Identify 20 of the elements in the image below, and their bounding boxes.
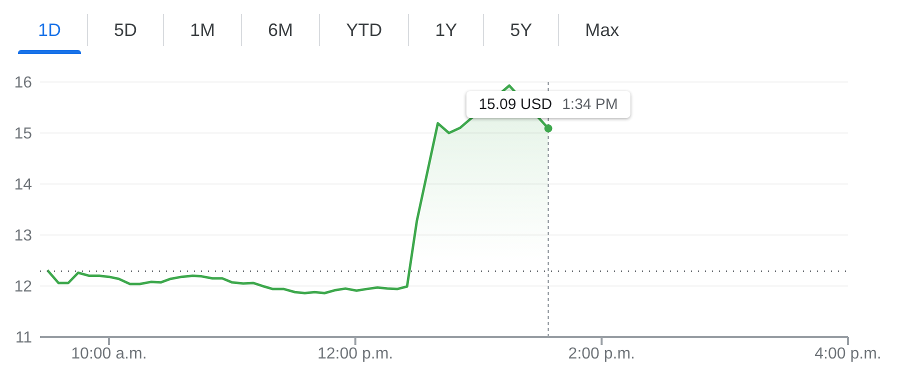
x-tick-label: 2:00 p.m. <box>568 345 636 362</box>
y-tick-label: 13 <box>14 228 32 245</box>
text: YTD <box>319 14 408 46</box>
y-tick-label: 15 <box>14 126 32 143</box>
text: 1Y <box>408 14 484 46</box>
x-tick-label: 4:00 p.m. <box>814 345 882 362</box>
x-tick-label: 10:00 a.m. <box>71 345 147 362</box>
text: 6M <box>241 14 320 46</box>
text: 1D <box>37 19 62 42</box>
x-tick-label: 12:00 p.m. <box>318 345 394 362</box>
text: 5Y <box>483 14 558 46</box>
text: Max <box>558 14 646 46</box>
text: 5D <box>87 14 164 46</box>
text: 1M <box>163 14 242 46</box>
y-tick-label: 14 <box>14 176 32 194</box>
annotation: 1:34 PM <box>562 96 618 114</box>
y-tick-label: 11 <box>15 330 32 347</box>
y-tick-label: 16 <box>14 74 32 92</box>
y-tick-label: 12 <box>14 278 32 296</box>
annotation: 15.09 USD <box>478 96 552 114</box>
